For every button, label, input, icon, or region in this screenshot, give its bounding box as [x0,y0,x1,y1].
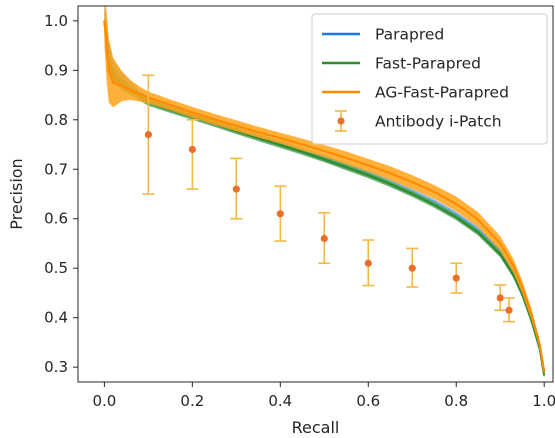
data-point-5 [364,259,372,267]
y-axis-label: Precision [7,158,26,229]
y-tick-label-6: 0.9 [44,61,68,79]
data-point-4 [320,234,328,243]
legend-label-1: Fast-Parapred [375,55,481,73]
x-tick-label-1: 0.2 [180,392,204,410]
x-tick-label-5: 1.0 [532,392,555,410]
y-tick-label-7: 1.0 [44,12,68,30]
legend-label-3: Antibody i-Patch [375,113,502,131]
legend-label-0: Parapred [375,26,444,44]
y-tick-label-3: 0.6 [44,210,68,228]
x-tick-label-3: 0.6 [356,392,380,410]
y-tick-label-2: 0.5 [44,259,68,277]
data-point-1 [188,145,196,154]
x-axis-label: Recall [292,418,340,437]
axes: 0.0 0.2 0.4 0.6 0.8 1.0 0.3 0.4 0.5 0.6 0.7 0.8 0.9 1… [44,5,555,410]
x-tick-label-4: 0.8 [444,392,468,410]
plot-content [103,6,546,379]
legend: Parapred Fast-Parapred AG-Fast-Parapred Ant… [311,13,548,145]
data-point-7 [452,274,460,282]
legend-marker-swatch [337,117,345,125]
plot-frame [77,5,554,383]
data-point-2 [232,185,240,193]
data-point-3 [276,210,284,218]
y-tick-label-1: 0.4 [44,309,68,327]
data-point-8 [496,294,504,302]
legend-label-2: AG-Fast-Parapred [375,84,509,102]
y-tick-label-5: 0.8 [44,111,68,129]
data-point-9 [505,306,513,314]
data-point-0 [144,131,152,139]
x-tick-label-0: 0.0 [92,392,116,410]
x-tick-label-2: 0.4 [268,392,292,410]
y-tick-label-4: 0.7 [44,160,68,178]
legend-box [311,13,548,145]
data-point-6 [408,264,416,272]
series-line-2 [103,20,546,373]
plot-area [103,6,546,379]
y-tick-label-0: 0.3 [44,358,68,376]
